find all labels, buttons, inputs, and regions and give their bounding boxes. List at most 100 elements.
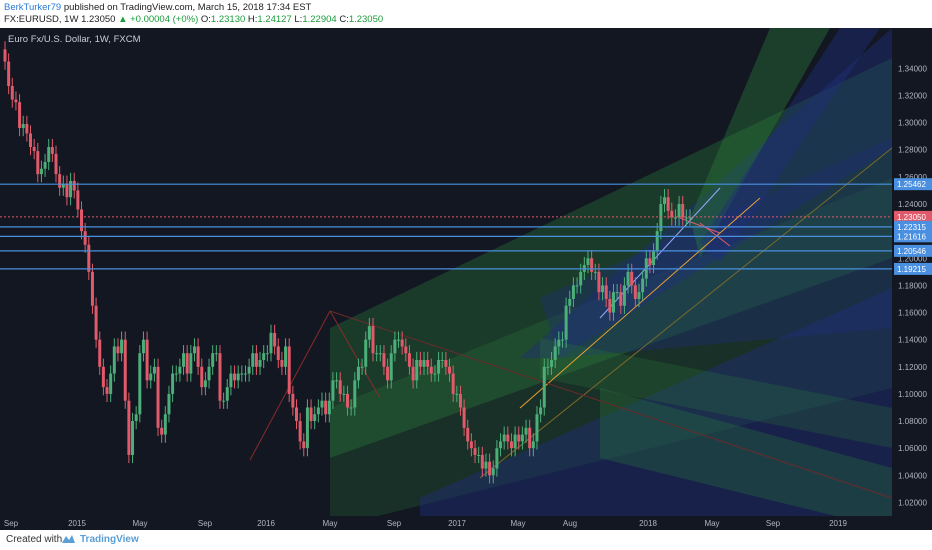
candle-body [531, 441, 535, 449]
candle-body [149, 373, 153, 381]
candle-body [14, 99, 18, 103]
candle-body [466, 427, 470, 442]
candle-body [138, 353, 142, 415]
candle-body [225, 387, 229, 401]
candle-body [189, 353, 193, 374]
candle-body [440, 360, 444, 361]
candle-body [437, 360, 441, 374]
candle-body [47, 147, 51, 162]
candle-body [251, 353, 255, 367]
price-label-box [894, 230, 932, 243]
candle-body [517, 434, 521, 442]
candle-body [163, 414, 167, 435]
candle-body [397, 339, 401, 341]
candle-body [611, 292, 615, 313]
chart-area[interactable]: Euro Fx/U.S. Dollar, 1W, FXCM 1.34000 1.3… [0, 28, 932, 530]
candle-body [655, 231, 659, 252]
tradingview-brand[interactable]: TradingView [80, 534, 139, 545]
candle-body [648, 258, 652, 266]
candle-body [349, 407, 353, 409]
candle-body [294, 407, 298, 422]
candle-body [50, 147, 54, 154]
y-tick-label: 1.30000 [898, 119, 927, 128]
candle-body [90, 271, 94, 306]
candle-body [601, 285, 605, 293]
candle-body [407, 353, 411, 367]
price-label-box [894, 262, 932, 275]
candle-body [571, 285, 575, 299]
candle-body [200, 366, 204, 388]
candle-body [477, 454, 481, 456]
time-axis[interactable]: Sep 2015 May Sep 2016 May Sep 2017 May Aug 2018 May… [0, 516, 932, 530]
candle-body [597, 271, 601, 293]
price-label-box [894, 220, 932, 233]
candle-body [422, 360, 426, 367]
candle-body [192, 346, 196, 354]
candle-body [615, 292, 619, 294]
candle-body [101, 366, 105, 388]
candle-body [386, 366, 390, 381]
candle-body [222, 400, 226, 402]
candle-body [316, 407, 320, 415]
horizontal-lines [0, 183, 892, 270]
y-tick-label: 1.28000 [898, 146, 927, 155]
candle-body [36, 151, 40, 175]
candle-body [80, 209, 84, 232]
trend-line-1 [329, 310, 381, 399]
candle-body [69, 180, 73, 198]
candle-body [637, 292, 641, 299]
candle-body [131, 421, 135, 455]
candle-body [371, 326, 375, 354]
candle-body [400, 339, 404, 347]
candle-body [502, 434, 506, 442]
x-tick-label: May [704, 519, 719, 528]
candle-body [546, 366, 550, 368]
candle-body [105, 387, 109, 394]
channel-shape-7 [690, 28, 830, 258]
candle-body [167, 393, 171, 415]
candle-body [320, 400, 324, 408]
candle-body [240, 373, 244, 375]
candle-body [54, 153, 58, 175]
candle-body [557, 339, 561, 347]
candle-body [499, 441, 503, 449]
y-tick-label: 1.12000 [898, 363, 927, 372]
symbol-label: FX:EURUSD, 1W [4, 14, 79, 25]
candle-body [604, 285, 608, 299]
x-tick-label: Sep [4, 519, 19, 528]
author-link[interactable]: BerkTurker79 [4, 2, 62, 13]
x-tick-label: 2019 [829, 519, 847, 528]
price-axis[interactable]: 1.34000 1.32000 1.30000 1.28000 1.26000 1.240… [892, 28, 932, 530]
y-tick-label: 1.02000 [898, 498, 927, 507]
y-tick-label: 1.26000 [898, 173, 927, 182]
drawing-layer [249, 28, 893, 530]
candle-body [247, 366, 251, 374]
candle-body [659, 204, 663, 232]
candle-body [29, 133, 33, 148]
price-label-box [894, 244, 932, 257]
candle-body [415, 360, 419, 381]
candle-body [404, 346, 408, 354]
y-tick-label: 1.18000 [898, 281, 927, 290]
candle-body [309, 407, 313, 422]
published-text: published on TradingView.com, March 15, … [63, 2, 312, 13]
close-value: 1.23050 [348, 14, 384, 25]
price-label: 1.19215 [897, 265, 926, 274]
candle-body [305, 407, 309, 449]
chart-title: Euro Fx/U.S. Dollar, 1W, FXCM [8, 34, 141, 45]
candle-body [579, 271, 583, 286]
price-label: 1.21616 [897, 232, 926, 241]
candle-body [375, 353, 379, 355]
candle-body [32, 147, 36, 152]
candle-body [156, 366, 160, 428]
candle-body [196, 346, 200, 367]
candle-body [94, 305, 98, 340]
candle-body [677, 204, 681, 218]
close-label: C: [339, 14, 349, 25]
candle-body [364, 339, 368, 367]
channel-shape-3 [520, 28, 892, 358]
channel-shape-8 [700, 28, 880, 263]
candle-body [346, 393, 349, 408]
price-axis-bg [892, 28, 932, 530]
price-chart-svg[interactable]: Euro Fx/U.S. Dollar, 1W, FXCM 1.340001.3… [0, 28, 932, 530]
